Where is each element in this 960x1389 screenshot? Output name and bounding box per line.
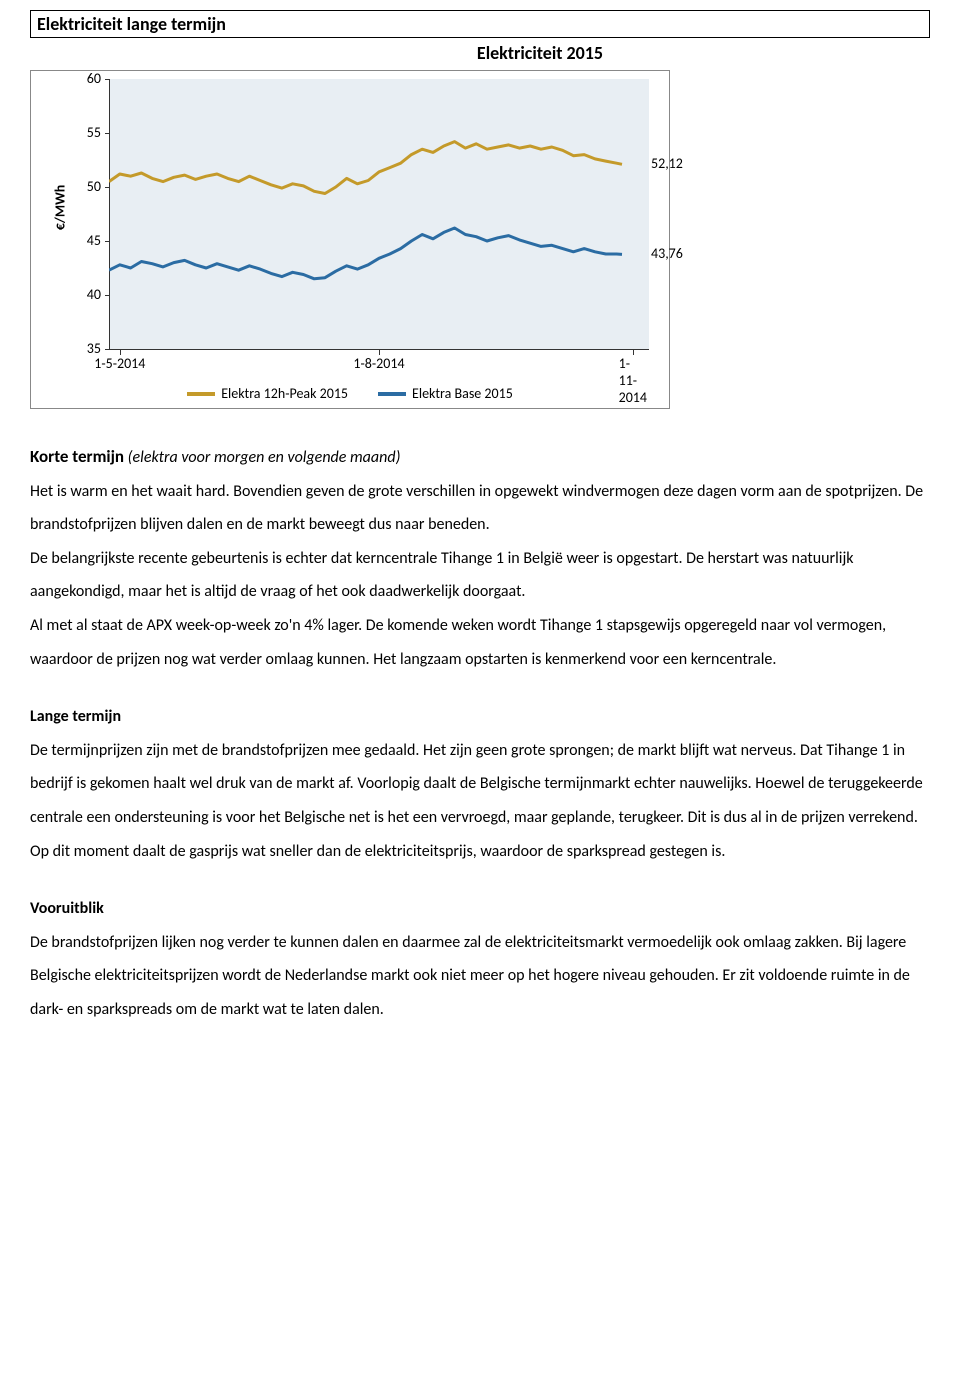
chart-ytick: 55	[77, 124, 101, 141]
paragraph: Het is warm en het waait hard. Bovendien…	[30, 475, 930, 542]
chart-ytick: 40	[77, 286, 101, 303]
chart-end-label: 43,76	[651, 245, 683, 262]
chart-ytick: 45	[77, 232, 101, 249]
chart-ylabel: €/MWh	[51, 185, 68, 231]
chart-ytick: 60	[77, 70, 101, 87]
paragraph: De belangrijkste recente gebeurtenis is …	[30, 542, 930, 609]
chart-title: Elektriciteit 2015	[150, 42, 930, 64]
chart-series-line	[109, 228, 622, 279]
vooruitblik-heading: Vooruitblik	[30, 892, 930, 926]
chart-area: €/MWh 3540455055601-5-20141-8-20141-11-2…	[81, 79, 659, 379]
lange-termijn-heading: Lange termijn	[30, 700, 930, 734]
legend-item-peak: Elektra 12h-Peak 2015	[187, 385, 348, 402]
chart-ytick: 50	[77, 178, 101, 195]
chart-legend: Elektra 12h-Peak 2015 Elektra Base 2015	[31, 385, 669, 402]
legend-swatch	[187, 392, 215, 396]
chart-container: €/MWh 3540455055601-5-20141-8-20141-11-2…	[30, 70, 670, 409]
legend-swatch	[378, 392, 406, 396]
legend-label: Elektra 12h-Peak 2015	[221, 385, 348, 402]
chart-xtick: 1-5-2014	[94, 355, 145, 372]
chart-end-label: 52,12	[651, 155, 683, 172]
paragraph: Op dit moment daalt de gasprijs wat snel…	[30, 835, 930, 869]
korte-termijn-heading: Korte termijn	[30, 446, 124, 467]
korte-termijn-suffix: (elektra voor morgen en volgende maand)	[124, 448, 400, 467]
body-text: Korte termijn (elektra voor morgen en vo…	[30, 439, 930, 1027]
chart-svg	[109, 79, 649, 349]
chart-xtick: 1-8-2014	[353, 355, 404, 372]
paragraph: De termijnprijzen zijn met de brandstofp…	[30, 734, 930, 835]
legend-label: Elektra Base 2015	[412, 385, 513, 402]
chart-xtick: 1-11-2014	[619, 355, 647, 406]
section-header: Elektriciteit lange termijn	[30, 10, 930, 38]
chart-series-line	[109, 142, 622, 194]
paragraph: De brandstofprijzen lijken nog verder te…	[30, 926, 930, 1027]
legend-item-base: Elektra Base 2015	[378, 385, 513, 402]
paragraph: Al met al staat de APX week-op-week zo'n…	[30, 609, 930, 676]
